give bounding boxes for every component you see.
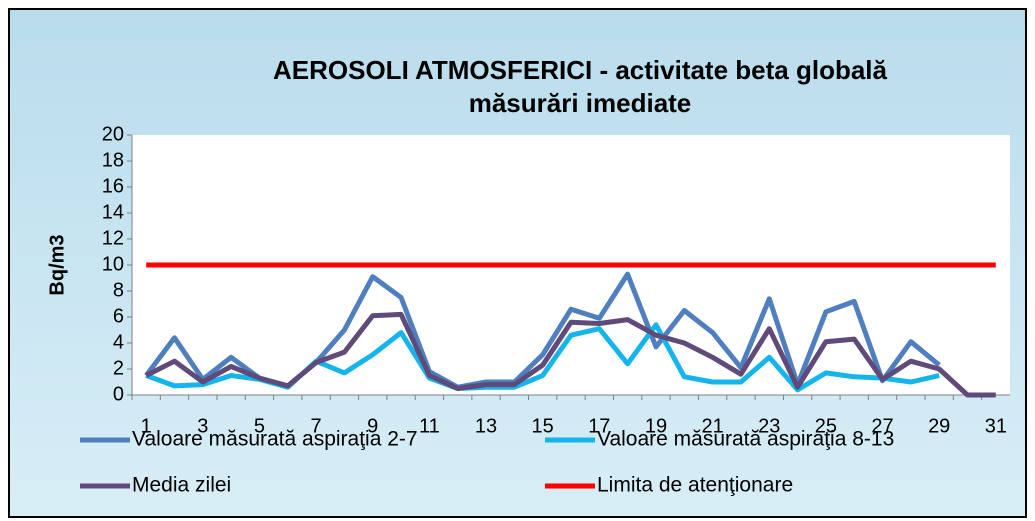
- y-tick-label: 14: [102, 201, 124, 223]
- y-tick-label: 10: [102, 253, 124, 275]
- chart-title: AEROSOLI ATMOSFERICI - activitate beta g…: [273, 55, 888, 85]
- y-tick-label: 16: [102, 175, 124, 197]
- x-tick-label: 27: [871, 415, 893, 437]
- x-tick-label: 3: [197, 415, 208, 437]
- legend-label: Valoare măsurată aspiraţia 8-13: [597, 428, 894, 451]
- x-tick-label: 29: [928, 415, 950, 437]
- y-tick-label: 12: [102, 227, 124, 249]
- chart-title: măsurări imediate: [469, 88, 692, 118]
- legend-label: Limita de atenţionare: [597, 474, 793, 497]
- x-tick-label: 31: [985, 415, 1007, 437]
- y-tick-label: 0: [113, 383, 124, 405]
- x-tick-label: 19: [645, 415, 667, 437]
- y-tick-label: 6: [113, 305, 124, 327]
- x-tick-label: 17: [588, 415, 610, 437]
- x-tick-label: 9: [367, 415, 378, 437]
- y-tick-label: 4: [113, 331, 124, 353]
- y-tick-label: 2: [113, 357, 124, 379]
- x-tick-label: 5: [254, 415, 265, 437]
- x-tick-label: 7: [311, 415, 322, 437]
- y-axis-label: Bq/m3: [46, 234, 68, 295]
- x-tick-label: 23: [758, 415, 780, 437]
- y-tick-label: 8: [113, 279, 124, 301]
- x-tick-label: 11: [419, 415, 440, 437]
- x-tick-label: 1: [141, 415, 152, 437]
- x-tick-label: 15: [532, 415, 554, 437]
- series-line: [145, 311, 996, 398]
- legend-label: Valoare măsurată aspiraţia 2-7: [132, 428, 418, 451]
- legend-label: Media zilei: [132, 474, 231, 497]
- y-tick-label: 18: [102, 149, 124, 171]
- x-tick-label: 21: [701, 415, 723, 437]
- x-tick-label: 13: [475, 415, 497, 437]
- x-tick-label: 25: [815, 415, 837, 437]
- y-tick-label: 20: [102, 123, 124, 145]
